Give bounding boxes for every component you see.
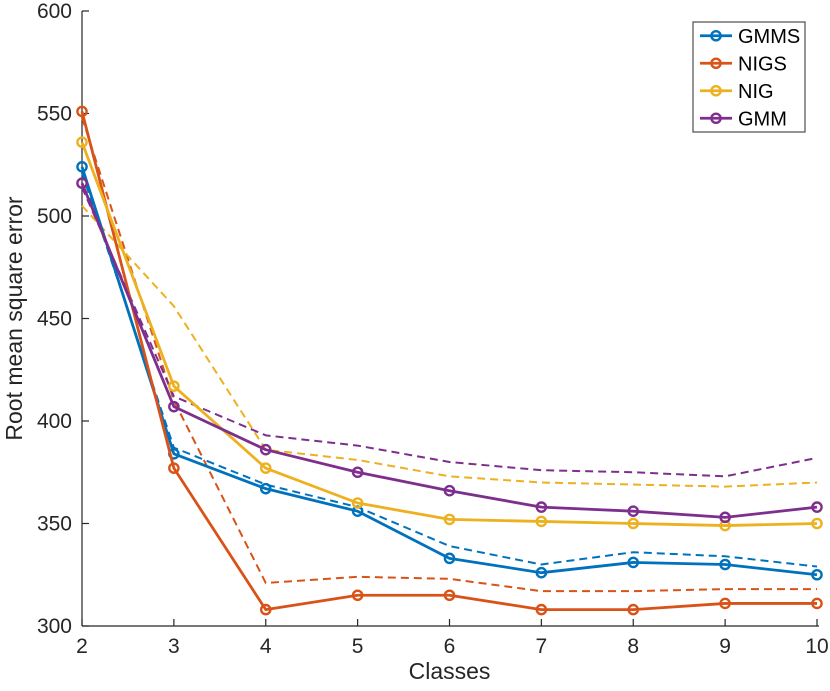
series-nigs-dashed-line — [81, 117, 817, 593]
data-point-marker — [168, 380, 180, 392]
x-tick-label: 5 — [352, 635, 364, 658]
data-point-marker — [719, 558, 731, 571]
data-point-marker — [627, 505, 640, 518]
series-nigs-markers — [76, 105, 823, 616]
x-tick-label: 7 — [536, 635, 548, 658]
data-point-marker — [168, 400, 180, 413]
data-point-marker — [76, 105, 88, 118]
y-tick-label: 600 — [37, 0, 72, 23]
y-tick-label: 550 — [37, 103, 72, 126]
legend-box: GMMS NIGS NIG GMM — [692, 21, 806, 133]
data-point-marker — [627, 556, 640, 569]
series-gmms-line — [80, 166, 818, 577]
x-axis-label: Classes — [409, 658, 491, 684]
series-gmms-dashed-line — [81, 172, 818, 568]
data-point-marker — [259, 462, 272, 474]
x-tick-label: 6 — [444, 635, 456, 658]
y-axis-label: Root mean square error — [1, 196, 27, 441]
series-gmm-dashed-line — [81, 186, 818, 478]
legend-marker-sample — [710, 29, 722, 42]
legend-marker-sample — [710, 84, 722, 97]
legend-label-nigs: NIGS — [738, 53, 787, 75]
data-point-marker — [76, 136, 88, 148]
data-point-marker — [627, 517, 640, 530]
legend-label-nig: NIG — [738, 81, 774, 103]
data-point-marker — [351, 497, 364, 509]
data-point-marker — [811, 597, 823, 610]
data-point-marker — [535, 603, 548, 616]
legend-label-gmms: GMMS — [738, 26, 800, 48]
x-tick-label: 4 — [260, 635, 272, 658]
legend-item-nigs: NIGS — [700, 53, 787, 75]
data-point-marker — [535, 515, 548, 528]
data-point-marker — [443, 552, 456, 565]
data-point-marker — [811, 517, 823, 530]
series-nigs-line — [80, 111, 817, 611]
x-tick-label: 3 — [168, 635, 180, 658]
series-gmm-markers — [76, 177, 823, 524]
data-point-marker — [535, 566, 548, 579]
y-tick-label: 300 — [37, 615, 72, 638]
data-point-marker — [76, 160, 88, 173]
legend-marker-sample — [710, 112, 722, 125]
y-tick-label: 400 — [37, 410, 72, 433]
data-point-marker — [259, 443, 272, 456]
data-point-marker — [168, 462, 180, 474]
x-tick-label: 8 — [627, 635, 639, 658]
data-point-marker — [259, 603, 272, 616]
y-tick-label: 450 — [37, 308, 72, 331]
x-tick-label: 10 — [805, 635, 828, 658]
y-tick-label: 500 — [37, 205, 72, 228]
series-nig-dashed-line — [81, 205, 818, 488]
legend-item-nig: NIG — [700, 81, 774, 103]
series-gmm-line — [80, 182, 818, 519]
data-point-marker — [811, 501, 823, 513]
data-point-marker — [627, 603, 640, 616]
data-point-marker — [259, 482, 272, 495]
data-point-marker — [443, 589, 456, 602]
series-nig-line — [80, 141, 818, 527]
data-point-marker — [351, 589, 364, 602]
x-tick-label: 2 — [76, 635, 88, 658]
legend-marker-sample — [710, 57, 722, 70]
x-tick-label: 9 — [719, 635, 731, 658]
legend-item-gmms: GMMS — [700, 26, 800, 48]
legend-label-gmm: GMM — [738, 108, 787, 130]
data-point-marker — [811, 568, 823, 581]
legend-item-gmm: GMM — [700, 108, 787, 130]
data-point-marker — [719, 597, 731, 610]
series-nig-markers — [76, 136, 823, 532]
legend-frame — [692, 21, 806, 133]
data-point-marker — [535, 501, 548, 513]
data-point-marker — [351, 466, 364, 479]
data-point-marker — [76, 177, 88, 189]
y-tick-label: 350 — [37, 513, 72, 536]
data-point-marker — [443, 484, 456, 497]
data-point-marker — [719, 511, 731, 524]
data-point-marker — [443, 513, 456, 526]
